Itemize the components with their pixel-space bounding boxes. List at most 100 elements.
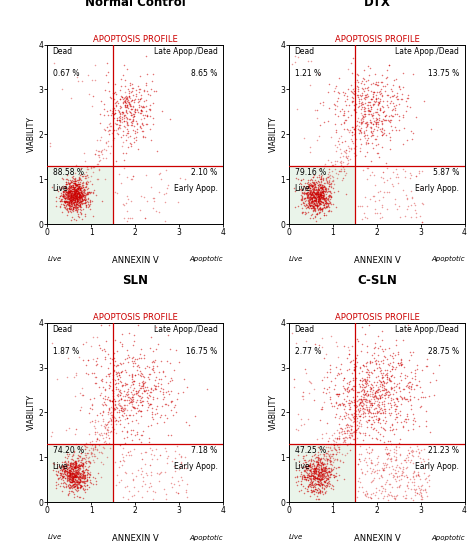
Point [316, 454, 324, 463]
Point [70, 477, 77, 485]
Point [323, 179, 331, 187]
Point [61, 189, 68, 198]
Point [65, 187, 73, 196]
Point [387, 383, 395, 392]
Point [118, 141, 126, 150]
Point [365, 389, 372, 398]
Point [135, 407, 142, 416]
Point [147, 450, 155, 459]
Point [375, 362, 383, 371]
Point [94, 454, 101, 463]
Point [155, 368, 163, 377]
Point [314, 197, 322, 206]
Point [146, 443, 154, 452]
Point [393, 472, 401, 480]
Point [144, 361, 151, 370]
Point [73, 194, 80, 203]
Point [310, 182, 318, 191]
Point [128, 79, 136, 88]
Point [95, 151, 102, 160]
Point [64, 189, 72, 198]
Point [63, 460, 71, 469]
Point [380, 106, 387, 115]
Point [81, 191, 88, 200]
Point [320, 202, 328, 211]
Point [116, 400, 123, 409]
Point [119, 148, 127, 157]
Point [372, 393, 379, 402]
Point [106, 406, 113, 415]
Point [74, 188, 82, 197]
Point [65, 200, 73, 209]
Point [99, 383, 107, 392]
Point [320, 454, 328, 463]
Point [360, 166, 367, 175]
Point [123, 120, 131, 129]
Point [311, 473, 319, 482]
Point [66, 480, 73, 489]
Point [367, 379, 375, 388]
Point [80, 477, 88, 485]
Point [62, 190, 70, 199]
Point [77, 191, 84, 200]
Point [121, 103, 129, 112]
Point [378, 124, 386, 133]
Point [401, 211, 408, 220]
Point [75, 472, 82, 481]
Point [354, 402, 361, 411]
Text: 79.16 %: 79.16 % [294, 167, 326, 176]
Point [146, 461, 154, 470]
Point [372, 491, 379, 500]
Point [321, 466, 328, 475]
Point [304, 175, 312, 184]
Point [100, 414, 107, 423]
Point [340, 411, 347, 420]
Point [377, 471, 385, 480]
Point [333, 399, 340, 408]
Point [71, 463, 78, 472]
Point [380, 126, 388, 135]
Point [146, 101, 154, 110]
Point [72, 189, 79, 198]
Point [56, 192, 64, 201]
Point [303, 203, 310, 211]
Point [103, 395, 110, 403]
Point [78, 469, 86, 478]
Point [401, 395, 409, 403]
Point [68, 467, 76, 476]
Point [328, 160, 336, 169]
Point [83, 189, 91, 198]
Point [386, 390, 394, 399]
Point [102, 378, 109, 387]
Point [400, 185, 407, 194]
Point [385, 128, 393, 137]
Point [367, 458, 375, 466]
Point [105, 384, 113, 393]
Point [78, 449, 85, 458]
Point [330, 443, 337, 452]
Point [374, 383, 382, 392]
Point [327, 464, 335, 473]
Point [416, 454, 424, 463]
Point [73, 463, 81, 472]
Point [329, 484, 337, 493]
Point [362, 398, 370, 407]
Point [128, 88, 135, 97]
Point [65, 464, 73, 473]
Point [63, 462, 71, 471]
Point [343, 409, 350, 418]
Point [106, 353, 114, 362]
Point [317, 181, 324, 190]
Point [105, 369, 113, 378]
Point [369, 100, 377, 109]
Point [405, 448, 413, 457]
Point [152, 384, 159, 393]
Point [64, 194, 72, 203]
Point [79, 474, 86, 483]
Point [364, 103, 372, 112]
Bar [289, 444, 355, 502]
Point [79, 460, 87, 469]
Point [316, 196, 324, 205]
Point [315, 192, 322, 201]
Point [69, 193, 77, 202]
